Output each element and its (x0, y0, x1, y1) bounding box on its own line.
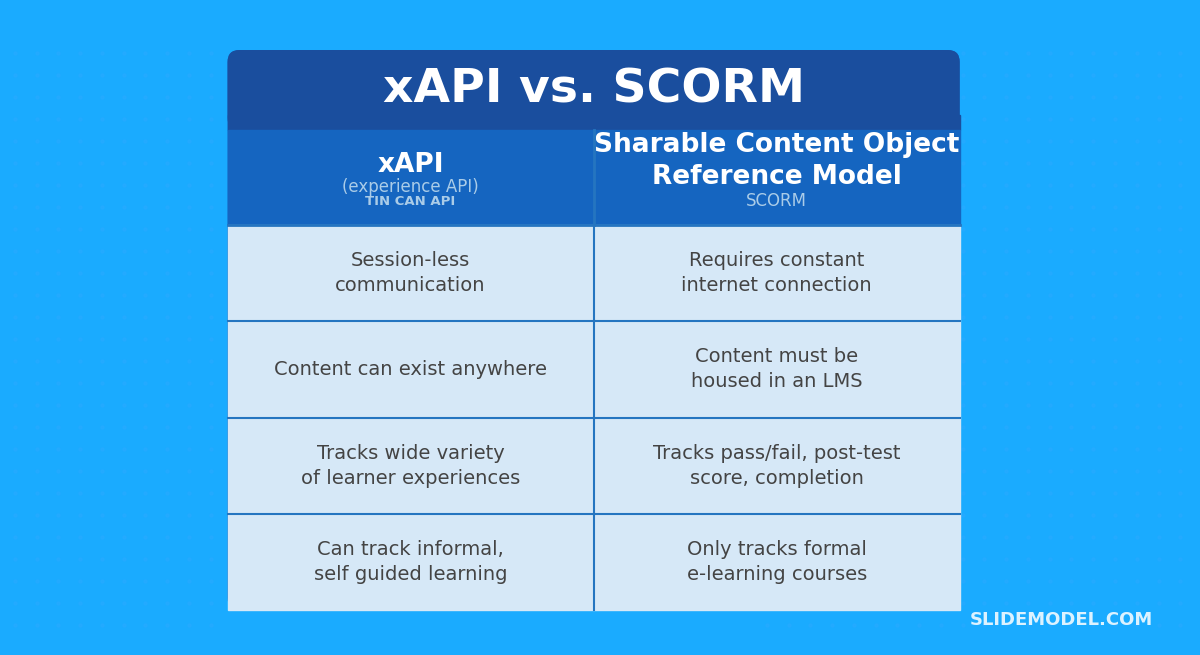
Text: Content can exist anywhere: Content can exist anywhere (274, 360, 547, 379)
Bar (228, 115, 960, 130)
Text: Requires constant
internet connection: Requires constant internet connection (682, 251, 872, 295)
Bar (594, 417, 960, 514)
Text: Tracks wide variety
of learner experiences: Tracks wide variety of learner experienc… (301, 443, 521, 487)
Text: SCORM: SCORM (746, 193, 808, 210)
Text: TIN CAN API: TIN CAN API (366, 195, 456, 208)
Text: Tracks pass/fail, post-test
score, completion: Tracks pass/fail, post-test score, compl… (653, 443, 900, 487)
Bar (228, 321, 594, 417)
Text: Session-less
communication: Session-less communication (335, 251, 486, 295)
FancyBboxPatch shape (228, 50, 960, 130)
FancyBboxPatch shape (228, 50, 960, 610)
Bar (228, 130, 960, 225)
Bar (228, 417, 594, 514)
Bar (594, 514, 960, 610)
Text: Only tracks formal
e-learning courses: Only tracks formal e-learning courses (686, 540, 866, 584)
Bar (594, 321, 960, 417)
Text: Content must be
housed in an LMS: Content must be housed in an LMS (691, 347, 863, 392)
Text: xAPI: xAPI (377, 153, 444, 179)
Text: SLIDEMODEL.COM: SLIDEMODEL.COM (970, 611, 1153, 629)
Text: (experience API): (experience API) (342, 178, 479, 195)
Text: Sharable Content Object
Reference Model: Sharable Content Object Reference Model (594, 132, 959, 191)
Bar (228, 225, 594, 321)
Text: Can track informal,
self guided learning: Can track informal, self guided learning (314, 540, 508, 584)
Text: xAPI vs. SCORM: xAPI vs. SCORM (383, 67, 805, 113)
Bar (228, 514, 594, 610)
Bar (594, 225, 960, 321)
